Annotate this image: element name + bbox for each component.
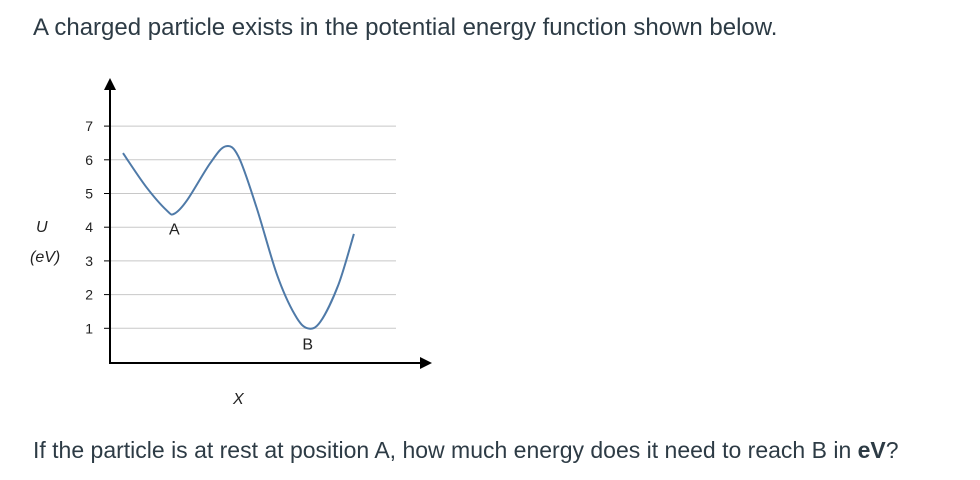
question-text: If the particle is at rest at position A… (33, 437, 899, 464)
y-axis-unit: (eV) (30, 249, 60, 266)
y-axis-arrow-icon (104, 78, 116, 90)
question-main: If the particle is at rest at position A… (33, 437, 858, 463)
y-axis-label: U (36, 219, 48, 236)
intro-text: A charged particle exists in the potenti… (33, 14, 778, 41)
y-tick-label: 5 (85, 186, 93, 202)
y-tick-label: 6 (85, 152, 93, 168)
gridlines (110, 125, 396, 329)
axes (104, 78, 432, 369)
y-tick-label: 2 (85, 287, 93, 303)
y-tick-label: 7 (85, 118, 93, 134)
point-labels: AB (169, 222, 313, 354)
x-axis-arrow-icon (420, 357, 432, 369)
y-tick-label: 4 (85, 219, 93, 235)
point-label-a: A (169, 222, 180, 239)
point-label-b: B (302, 336, 313, 353)
y-tick-labels: 1 2 3 4 5 6 7 (85, 118, 110, 336)
question-unit: eV (857, 437, 886, 463)
potential-curve (122, 144, 355, 330)
y-tick-label: 3 (85, 253, 93, 269)
question-mark: ? (885, 437, 899, 463)
x-axis-label: X (232, 391, 245, 408)
y-tick-label: 1 (85, 320, 93, 336)
